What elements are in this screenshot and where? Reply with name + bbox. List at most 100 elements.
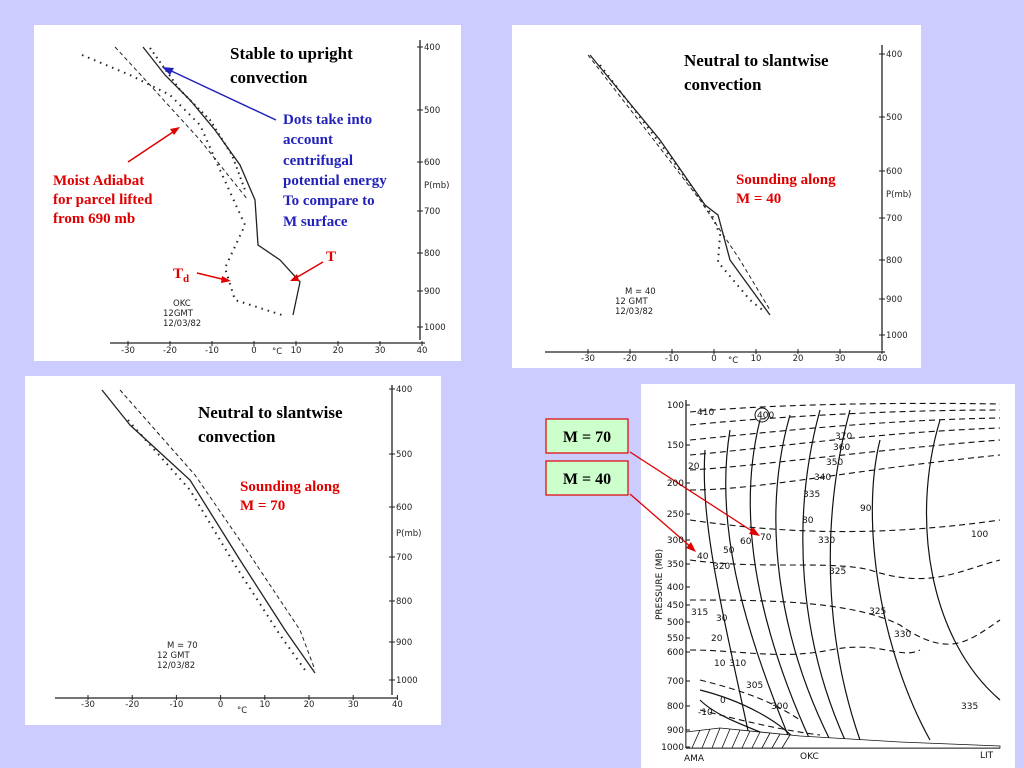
temp-tick: -20 — [623, 354, 637, 364]
title-line: convection — [684, 75, 762, 94]
title-line: convection — [198, 427, 276, 446]
box-label: M = 40 — [563, 471, 611, 488]
pressure-tick: 250 — [667, 510, 684, 520]
temp-tick: -20 — [163, 346, 177, 356]
pressure-tick: 450 — [667, 601, 684, 611]
theta-label: 320 — [713, 562, 730, 572]
label-t: T — [326, 249, 336, 265]
pressure-tick: 350 — [667, 560, 684, 570]
note-line: potential energy — [283, 173, 387, 189]
temp-tick: -20 — [125, 700, 139, 710]
pressure-tick: 800 — [396, 597, 412, 607]
pressure-tick: 400 — [667, 583, 684, 593]
box-label: M = 70 — [563, 429, 611, 446]
temp-tick: -30 — [81, 700, 95, 710]
pressure-tick: 600 — [396, 503, 412, 513]
pressure-tick: 400 — [424, 43, 440, 53]
arrow — [293, 261, 324, 280]
temp-tick: 0 — [711, 354, 716, 364]
pressure-tick: 500 — [886, 113, 902, 123]
pressure-tick: 700 — [396, 553, 412, 563]
m-label: 60 — [740, 537, 752, 547]
title-line: Neutral to slantwise — [198, 403, 343, 422]
theta-label: 310 — [729, 659, 746, 669]
cross-section-contours — [685, 400, 1001, 749]
arrow — [629, 493, 693, 549]
pressure-tick: 150 — [667, 441, 684, 451]
temp-tick: 40 — [877, 354, 888, 364]
stamp-line: 12/03/82 — [615, 307, 653, 317]
stamp-line: 12 GMT — [157, 651, 190, 661]
m-label: 0 — [720, 696, 726, 706]
temp-tick: 10 — [259, 700, 270, 710]
arrowhead — [170, 127, 180, 135]
pressure-tick: 400 — [886, 50, 902, 60]
m-label: 10 — [714, 659, 726, 669]
pressure-tick: 500 — [396, 450, 412, 460]
panel-slantwise-40 — [512, 25, 921, 368]
m-label: 70 — [760, 533, 772, 543]
m-label: 50 — [723, 546, 735, 556]
pressure-tick: 300 — [667, 536, 684, 546]
arrow — [164, 67, 277, 121]
m-label: 90 — [860, 504, 872, 514]
pressure-unit: P(mb) — [886, 190, 911, 200]
pressure-tick: 400 — [396, 385, 412, 395]
temp-tick: 30 — [835, 354, 846, 364]
temp-tick: -30 — [121, 346, 135, 356]
theta-label: 325 — [829, 567, 846, 577]
theta-label: 330 — [894, 630, 911, 640]
arrow — [127, 129, 177, 163]
pressure-unit: P(mb) — [424, 181, 449, 191]
station: OKC — [800, 752, 819, 762]
note-line: Sounding along — [736, 172, 836, 188]
pressure-tick: 500 — [667, 618, 684, 628]
m-label: 20 — [711, 634, 723, 644]
m-label: 80 — [802, 516, 814, 526]
arrowhead — [221, 276, 231, 283]
panel-upright — [34, 25, 461, 361]
theta-label: 410 — [697, 408, 714, 418]
temp-tick: 40 — [392, 700, 403, 710]
temp-unit: °C — [728, 356, 738, 366]
theta-label: 335 — [803, 490, 820, 500]
arrowhead — [290, 274, 299, 281]
label-box — [545, 460, 629, 496]
label-td-main: T — [173, 266, 183, 282]
theta-label: 330 — [818, 536, 835, 546]
arrowhead — [162, 67, 174, 75]
pressure-tick: 900 — [396, 638, 412, 648]
arrowhead — [749, 527, 760, 536]
temp-tick: 20 — [793, 354, 804, 364]
m-label: 40 — [697, 552, 709, 562]
m-label: 30 — [716, 614, 728, 624]
stamp-line: OKC — [173, 299, 191, 309]
arrowhead — [686, 542, 696, 552]
temp-tick: 20 — [333, 346, 344, 356]
note-line: from 690 mb — [53, 211, 135, 227]
temp-tick: -10 — [665, 354, 679, 364]
panel-cross-section — [641, 384, 1015, 768]
stamp-line: 12GMT — [163, 309, 194, 319]
pressure-tick: 1000 — [424, 323, 446, 333]
theta-label: 325 — [869, 607, 886, 617]
note-line: centrifugal — [283, 153, 353, 169]
temp-tick: -10 — [169, 700, 183, 710]
note-line: account — [283, 132, 333, 148]
pressure-tick: 700 — [886, 214, 902, 224]
theta-label: 335 — [961, 702, 978, 712]
m-label: 100 — [971, 530, 988, 540]
pressure-tick: 800 — [667, 702, 684, 712]
stamp-line: 12 GMT — [615, 297, 648, 307]
note-line: Moist Adiabat — [53, 173, 144, 189]
axis-label: PRESSURE (MB) — [655, 549, 665, 620]
title-line: Stable to upright — [230, 44, 353, 63]
temp-tick: 0 — [251, 346, 256, 356]
temp-tick: -10 — [205, 346, 219, 356]
stamp-line: 12/03/82 — [163, 319, 201, 329]
pressure-tick: 500 — [424, 106, 440, 116]
arrow — [629, 451, 756, 534]
theta-label: 370 — [835, 432, 852, 442]
note-line: M = 70 — [240, 498, 285, 514]
